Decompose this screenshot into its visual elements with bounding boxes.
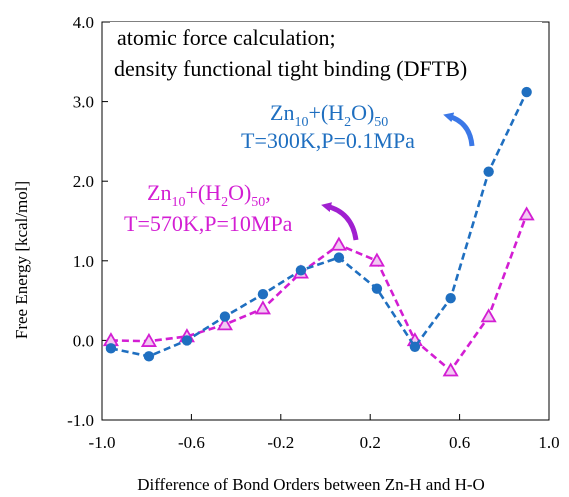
data-point [521, 86, 532, 98]
series-label-570k-arrow [321, 202, 359, 241]
series-label-300k-arrow [443, 112, 475, 147]
data-point [330, 236, 347, 251]
series-label-300k-line1: Zn10+(H2O)50 [270, 100, 388, 130]
series-label-300k-line2: T=300K,P=0.1MPa [241, 128, 415, 153]
method-annotation-line2: density functional tight binding (DFTB) [114, 56, 467, 81]
y-tick-label: 0.0 [73, 331, 94, 350]
data-point [483, 166, 494, 177]
x-tick-label: -0.6 [178, 433, 205, 452]
data-point [442, 362, 459, 377]
method-annotation-box [110, 22, 542, 86]
data-point [254, 300, 271, 315]
data-point [445, 293, 456, 304]
method-annotation: atomic force calculation; density functi… [110, 22, 542, 86]
data-point [143, 351, 155, 362]
axis-ticks: -1.0 0.0 1.0 2.0 3.0 4.0 -1.0 -0.6 -0.2 0.2 0.6 1.0 [67, 13, 560, 452]
x-axis-label: Difference of Bond Orders between Zn-H a… [137, 475, 485, 494]
y-tick-label: 2.0 [73, 172, 94, 191]
series-line [110, 214, 528, 373]
y-axis-label: Free Energy [kcal/mol] [12, 181, 31, 339]
x-tick-label: -1.0 [89, 433, 116, 452]
data-point [333, 252, 345, 263]
y-tick-label: 3.0 [73, 93, 94, 112]
x-tick-label: 0.2 [360, 433, 381, 452]
data-point [409, 341, 421, 352]
x-tick-label: 1.0 [538, 433, 559, 452]
data-point [216, 316, 233, 331]
data-point [480, 308, 497, 323]
series-label-300k: Zn10+(H2O)50 T=300K,P=0.1MPa [241, 100, 475, 153]
series-label-570k-line1: Zn10+(H2O)50, [147, 180, 271, 210]
series-line [110, 91, 528, 358]
data-point [105, 343, 117, 354]
series-label-570k-line2: T=570K,P=10MPa [124, 211, 293, 236]
method-annotation-line1: atomic force calculation; [117, 25, 336, 50]
data-point [181, 335, 193, 346]
x-tick-label: 0.6 [449, 433, 470, 452]
data-point [371, 283, 383, 294]
data-point [368, 252, 385, 267]
series-label-570k: Zn10+(H2O)50, T=570K,P=10MPa [124, 180, 359, 241]
data-point [295, 265, 307, 276]
data-point [257, 289, 269, 300]
series-0 [105, 86, 532, 362]
data-point [140, 332, 157, 347]
x-tick-label: -0.2 [267, 433, 294, 452]
data-point [518, 206, 535, 221]
y-tick-label: 1.0 [73, 252, 94, 271]
series-layer [102, 86, 535, 377]
y-tick-label: 4.0 [73, 13, 94, 32]
data-point [219, 311, 231, 322]
y-tick-label: -1.0 [67, 411, 94, 430]
